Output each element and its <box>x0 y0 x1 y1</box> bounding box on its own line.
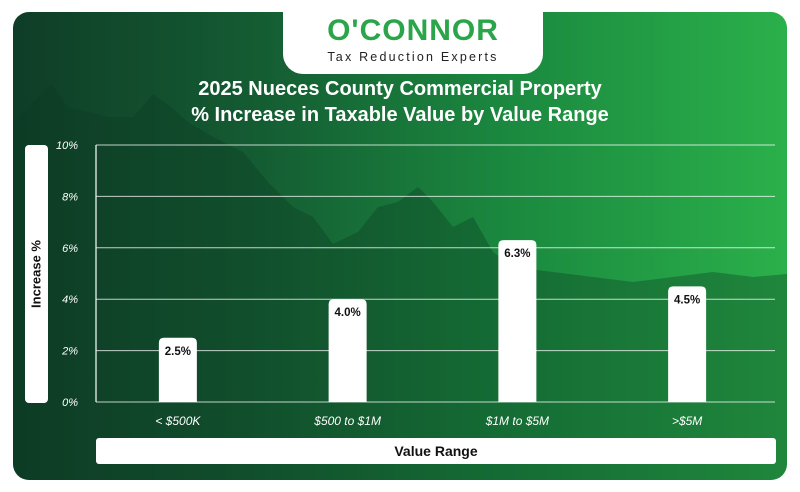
y-axis-label-box <box>25 145 48 403</box>
x-tick-label: $500 to $1M <box>313 414 381 428</box>
bar-value-label: 4.0% <box>335 307 361 319</box>
chart-title: 2025 Nueces County Commercial Property <box>198 78 602 100</box>
y-tick-label: 8% <box>62 191 78 203</box>
x-axis-label: Value Range <box>394 443 478 459</box>
y-tick-label: 2% <box>61 346 78 358</box>
y-tick-label: 4% <box>62 294 78 306</box>
x-tick-label: $1M to $5M <box>485 414 549 428</box>
brand-tagline: Tax Reduction Experts <box>327 50 499 64</box>
bar <box>668 286 707 402</box>
city-skyline-background <box>13 84 787 480</box>
bar <box>158 337 197 402</box>
bar-value-label: 4.5% <box>674 294 700 306</box>
y-tick-label: 0% <box>62 397 78 409</box>
bar-value-label: 6.3% <box>504 248 530 260</box>
bar <box>498 240 537 402</box>
x-axis-label-box: Value Range <box>96 438 776 464</box>
y-tick-label: 10% <box>56 140 78 152</box>
bar-value-label: 2.5% <box>165 346 191 358</box>
brand-name: O'CONNOR <box>327 14 499 47</box>
logo: O'CONNOR Tax Reduction Experts <box>283 12 543 74</box>
x-tick-label: >$5M <box>672 414 702 428</box>
x-tick-label: < $500K <box>155 414 201 428</box>
chart-subtitle: % Increase in Taxable Value by Value Ran… <box>191 104 609 126</box>
y-tick-label: 6% <box>62 243 78 255</box>
bar <box>328 299 367 402</box>
